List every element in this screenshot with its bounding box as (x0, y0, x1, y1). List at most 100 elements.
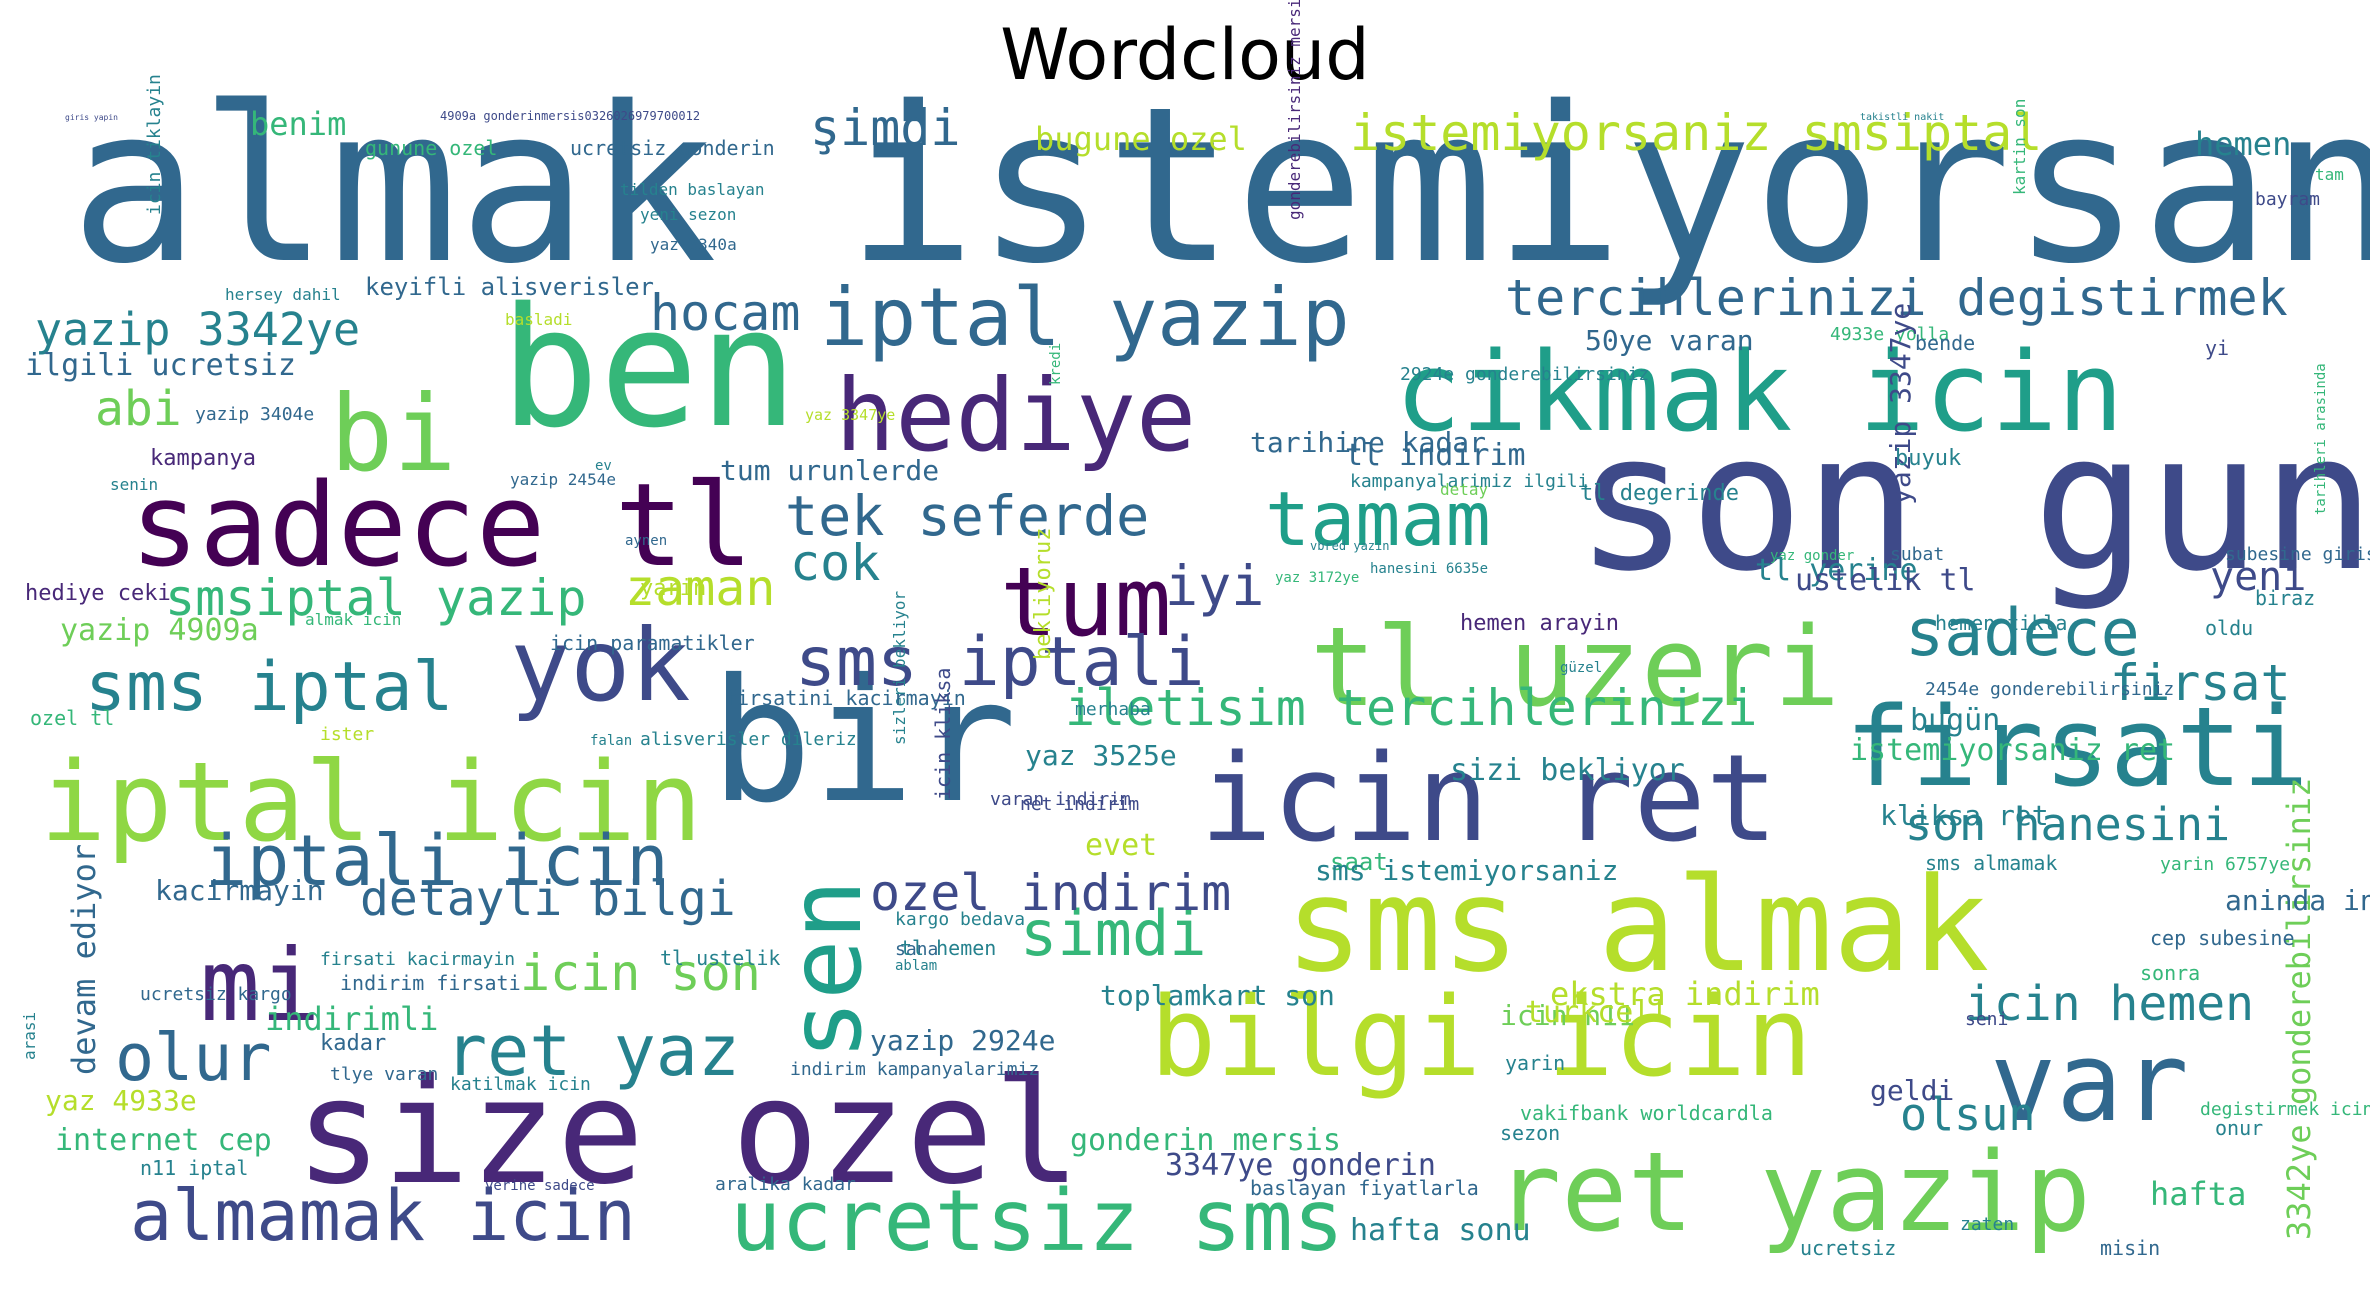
word-cloud-word: icin ret (1200, 730, 1778, 869)
word-cloud-word: icin paramatikler (550, 631, 755, 655)
word-cloud-word: smsiptal yazip (165, 569, 586, 627)
word-cloud-word: ucretsiz gonderin (570, 136, 775, 160)
word-cloud-word: olsun (1900, 1088, 2035, 1141)
word-cloud-word: hediye (835, 357, 1196, 474)
word-cloud-word: tl indirim (1345, 438, 1526, 473)
word-cloud-word: tl degerinde (1580, 481, 1739, 506)
word-cloud-word: simdi (1020, 897, 1207, 970)
word-cloud-word: yaz 4933e (45, 1084, 197, 1117)
word-cloud-word: ret yaz (445, 1010, 740, 1092)
word-cloud-word: cikmak icin (1395, 328, 2123, 456)
word-cloud-word: senin (110, 475, 158, 494)
word-cloud-word: sana (895, 939, 938, 960)
word-cloud-word: ucretsiz kargo (140, 984, 292, 1005)
word-cloud-word: evet (1085, 828, 1157, 863)
word-cloud-word: firsatini kacirmayin (725, 686, 966, 710)
word-cloud-word: kacirmayin (155, 874, 324, 907)
word-cloud-word: icin kliksa (931, 668, 955, 800)
word-cloud-word: bilgi icin (1150, 973, 1812, 1101)
word-cloud-word: yazip 4909a (60, 613, 259, 648)
word-cloud-word: cok (790, 534, 880, 592)
word-cloud-word: ev (595, 458, 612, 474)
word-cloud-word: tercihlerinizi degistirmek (1505, 269, 2288, 327)
word-cloud-word: bi (330, 373, 456, 495)
word-cloud-word: bir (710, 643, 1017, 841)
word-cloud-word: subat (1890, 544, 1944, 565)
word-cloud-word: sadece tl (130, 459, 753, 593)
word-cloud-word: istemiyorsaniz ret (1850, 733, 2175, 768)
word-cloud-word: kliksa ret (1880, 799, 2049, 832)
word-cloud-word: tl yerine (1755, 553, 1918, 588)
word-cloud-word: yerine sadece (485, 1178, 595, 1194)
word-cloud-word: ustelik tl (1795, 563, 1976, 598)
word-cloud-word: kart son (1200, 979, 1335, 1012)
word-cloud-word: tlye varan (330, 1064, 438, 1085)
word-cloud-word: yazip 2924e (870, 1024, 1055, 1057)
word-cloud-word: saat (1330, 848, 1388, 876)
word-cloud-word: 2924e gonderebilirsiniz (1400, 364, 1649, 385)
word-cloud-word: keyifli alisverisler (365, 273, 654, 301)
word-cloud-word: seni (1965, 1009, 2008, 1030)
word-cloud-word: sms almak (1285, 849, 1989, 1001)
word-cloud-word: subesine giris (2225, 544, 2370, 565)
word-cloud-word: yeni (2210, 554, 2306, 600)
word-cloud-word: son gun (1575, 392, 2370, 613)
word-cloud-word: yaz 3347ye (805, 406, 895, 424)
word-cloud-word: hediye ceki (25, 581, 171, 606)
word-cloud-word: bugune ozel (1035, 120, 1247, 158)
word-cloud-word: biraz (2255, 586, 2315, 610)
word-cloud-word: merhaba (1075, 699, 1151, 720)
word-cloud-word: tam (2315, 165, 2344, 184)
word-cloud-word: n11 iptal (140, 1156, 248, 1180)
word-cloud-word: sms almamak (1925, 851, 2057, 875)
word-cloud-word: vakifbank worldcardla (1520, 1101, 1773, 1125)
word-cloud-word: yaz 3340a (650, 235, 737, 254)
word-cloud-word: yi (2205, 336, 2229, 360)
word-cloud-word: arasi (20, 1012, 39, 1060)
word-cloud-word: indirimli (265, 1000, 438, 1038)
word-cloud-word: ablam (895, 958, 937, 974)
word-cloud-word: gonderebilirsiniz mersis0326026979700012 (1285, 0, 1304, 220)
word-cloud-word: sms iptal (85, 648, 453, 727)
word-cloud-word: 50ye varan (1585, 324, 1754, 357)
word-cloud-word: sizi bekliyor (1450, 753, 1685, 788)
word-cloud-word: yazip 2454e (510, 470, 616, 489)
word-cloud-word: iletisim tercihlerinizi (1065, 679, 1757, 737)
word-cloud-word: yaz 3172ye (1275, 570, 1359, 586)
word-cloud-word: zaten (1960, 1214, 2014, 1235)
word-cloud-word: tum (1000, 548, 1172, 658)
word-cloud-word: ekstra indirim (1550, 975, 1820, 1013)
word-cloud-word: kartin son (2010, 99, 2029, 195)
word-cloud-word: sen (767, 879, 884, 1060)
word-cloud-word: aynen (625, 533, 667, 549)
word-cloud-word: degistirmek icin (2200, 1099, 2370, 1120)
word-cloud-word: sizleri bekliyor (890, 591, 909, 745)
word-cloud-word: güzel (1560, 660, 1602, 676)
word-cloud-word: giris yapin (65, 113, 118, 122)
word-cloud-word: hemen arayin (1460, 611, 1619, 636)
word-cloud-word: firsati (1845, 683, 2309, 811)
word-cloud-word: basladi (505, 310, 572, 329)
word-cloud-word: iyi (1165, 554, 1264, 618)
word-cloud-word: net indirim (1020, 794, 1139, 815)
word-cloud-word: son hanesini (1905, 798, 2230, 851)
word-cloud-word: sonra (2140, 961, 2200, 985)
word-cloud-word: 3347ye gonderin (1165, 1148, 1436, 1183)
word-cloud-word: yazip 3342ye (35, 303, 360, 356)
word-cloud-word: sms istemiyorsaniz (1315, 854, 1618, 887)
word-cloud-word: istemiyorsaniz smsiptal (1350, 104, 2042, 162)
word-cloud-word: ilgili ucretsiz (25, 348, 296, 383)
word-cloud-word: indirim firsati (340, 971, 521, 995)
word-cloud-word: sms iptali (795, 623, 1204, 702)
word-cloud-word: ozel tl (30, 706, 114, 730)
chart-title: Wordcloud (1000, 14, 1370, 96)
word-cloud-word: iptal yazip (820, 271, 1350, 364)
word-cloud-word: bugün (1910, 703, 2000, 738)
word-cloud-word: icin n11 (1500, 999, 1635, 1032)
word-cloud-word: vbred yazin (1310, 539, 1389, 553)
word-cloud-word: var (1990, 1018, 2189, 1146)
word-cloud-word: detay (1440, 480, 1489, 499)
word-cloud-word: katilmak icin (450, 1074, 591, 1095)
word-cloud-word: yeni sezon (640, 205, 736, 224)
